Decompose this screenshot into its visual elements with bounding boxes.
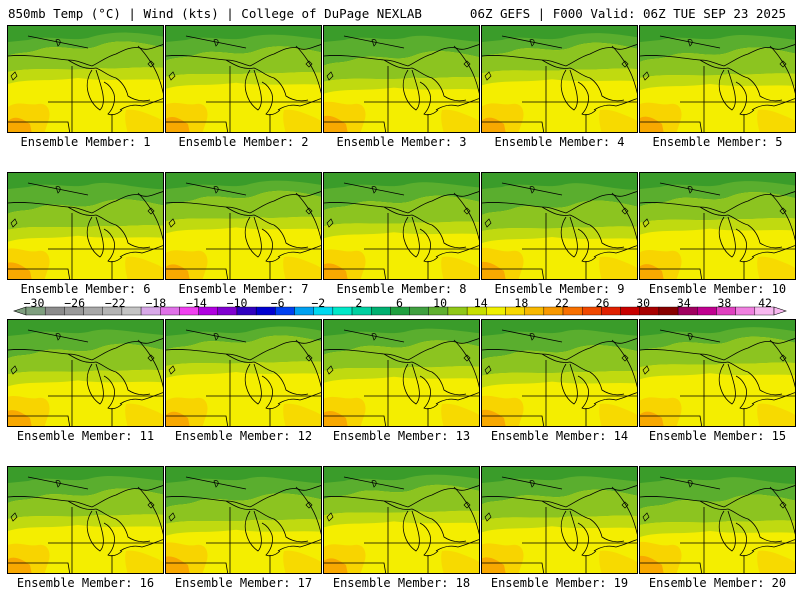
ensemble-member-label: Ensemble Member: 3 xyxy=(336,135,467,149)
ensemble-member-label: Ensemble Member: 7 xyxy=(178,282,309,296)
ensemble-map-panel xyxy=(165,172,322,280)
ensemble-map-panel xyxy=(323,25,480,133)
colorbar-segment xyxy=(371,306,391,316)
ensemble-member-label: Ensemble Member: 10 xyxy=(648,282,787,296)
ensemble-map-panel xyxy=(7,466,164,574)
ensemble-map-panel xyxy=(639,319,796,427)
ensemble-member-label: Ensemble Member: 8 xyxy=(336,282,467,296)
ensemble-map-panel xyxy=(165,319,322,427)
colorbar-tick-label: 34 xyxy=(676,296,691,310)
colorbar-tick-label: −22 xyxy=(104,296,126,310)
ensemble-member-label: Ensemble Member: 15 xyxy=(648,429,787,443)
colorbar-tick-label: −30 xyxy=(23,296,45,310)
ensemble-map-panel xyxy=(639,466,796,574)
colorbar-right-arrow xyxy=(773,306,787,316)
colorbar-tick-label: 42 xyxy=(758,296,772,310)
temperature-colorbar xyxy=(13,306,787,316)
ensemble-member-label: Ensemble Member: 6 xyxy=(20,282,151,296)
ensemble-map-panel xyxy=(7,172,164,280)
colorbar-tick-label: 2 xyxy=(355,296,363,310)
colorbar-tick-label: 18 xyxy=(514,296,529,310)
colorbar-tick-label: −2 xyxy=(311,296,326,310)
header-title: 850mb Temp (°C) | Wind (kts) | College o… xyxy=(8,6,422,21)
ensemble-member-label: Ensemble Member: 2 xyxy=(178,135,309,149)
ensemble-map-panel xyxy=(7,25,164,133)
ensemble-member-label: Ensemble Member: 20 xyxy=(648,576,787,590)
colorbar-segment xyxy=(486,306,506,316)
colorbar-tick-label: 30 xyxy=(636,296,651,310)
ensemble-member-label: Ensemble Member: 17 xyxy=(174,576,313,590)
colorbar-segment xyxy=(447,306,468,316)
colorbar-tick-label: 10 xyxy=(433,296,448,310)
colorbar-tick-label: −14 xyxy=(186,296,207,310)
colorbar-segment xyxy=(332,306,353,316)
ensemble-member-label: Ensemble Member: 12 xyxy=(174,429,313,443)
ensemble-map-panel xyxy=(481,172,638,280)
ensemble-map-panel xyxy=(481,25,638,133)
ensemble-map-panel xyxy=(481,319,638,427)
colorbar-tick-label: −18 xyxy=(145,296,167,310)
ensemble-map-panel xyxy=(639,172,796,280)
ensemble-member-label: Ensemble Member: 4 xyxy=(494,135,625,149)
ensemble-map-panel xyxy=(323,319,480,427)
colorbar-segment xyxy=(409,306,429,316)
colorbar-tick-label: −26 xyxy=(64,296,85,310)
ensemble-map-panel xyxy=(323,466,480,574)
colorbar-tick-label: 22 xyxy=(555,296,569,310)
ensemble-member-label: Ensemble Member: 5 xyxy=(652,135,783,149)
ensemble-member-label: Ensemble Member: 11 xyxy=(16,429,155,443)
ensemble-member-label: Ensemble Member: 13 xyxy=(332,429,471,443)
ensemble-member-label: Ensemble Member: 1 xyxy=(20,135,151,149)
colorbar-tick-label: 6 xyxy=(396,296,403,310)
ensemble-map-panel xyxy=(323,172,480,280)
colorbar-segment xyxy=(697,306,717,316)
ensemble-map-panel xyxy=(639,25,796,133)
colorbar-tick-label: 14 xyxy=(473,296,488,310)
ensemble-map-panel xyxy=(165,466,322,574)
colorbar-tick-label: 26 xyxy=(595,296,610,310)
colorbar-tick-label: −6 xyxy=(270,296,285,310)
colorbar-tick-label: 38 xyxy=(717,296,732,310)
colorbar-segment xyxy=(735,306,756,316)
ensemble-member-label: Ensemble Member: 18 xyxy=(332,576,471,590)
colorbar-segment xyxy=(44,306,65,316)
colorbar-tick-label: −10 xyxy=(226,296,248,310)
ensemble-member-label: Ensemble Member: 14 xyxy=(490,429,629,443)
ensemble-member-label: Ensemble Member: 9 xyxy=(494,282,625,296)
ensemble-map-panel xyxy=(165,25,322,133)
header-valid-time: 06Z GEFS | F000 Valid: 06Z TUE SEP 23 20… xyxy=(469,6,786,21)
ensemble-map-panel xyxy=(7,319,164,427)
colorbar-segment xyxy=(83,306,103,316)
ensemble-map-panel xyxy=(481,466,638,574)
ensemble-member-label: Ensemble Member: 19 xyxy=(490,576,629,590)
colorbar-segment xyxy=(658,306,679,316)
ensemble-member-label: Ensemble Member: 16 xyxy=(16,576,155,590)
